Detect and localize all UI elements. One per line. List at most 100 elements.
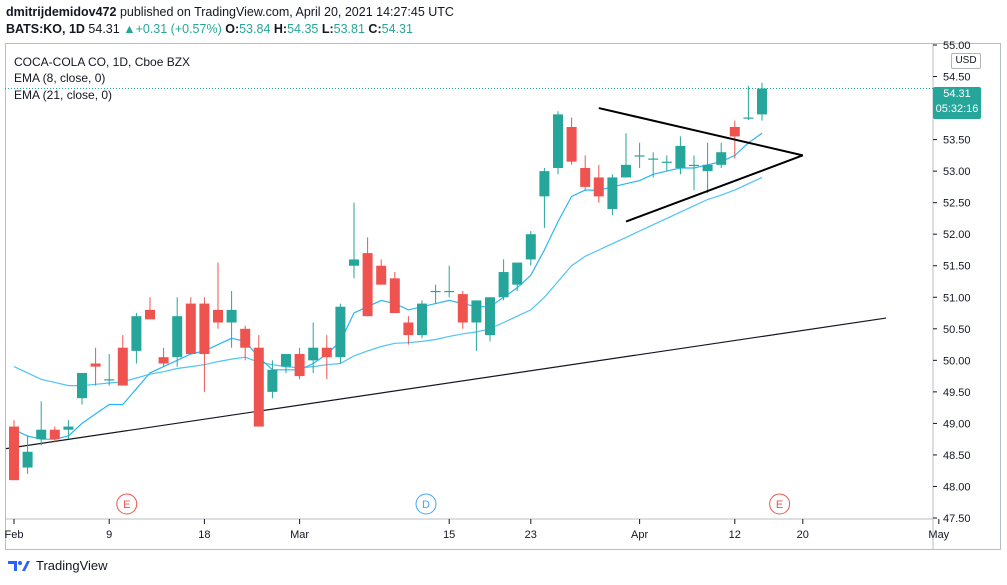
- y-tick-label: 51.00: [943, 292, 971, 304]
- candle-body[interactable]: [77, 372, 87, 399]
- y-tick-label: 48.00: [943, 481, 971, 493]
- candle-body[interactable]: [104, 379, 115, 381]
- triangle-upper-line[interactable]: [598, 107, 804, 157]
- price-tag-countdown: 05:32:16: [935, 103, 979, 115]
- y-tick-label: 52.50: [943, 198, 971, 210]
- candle-body[interactable]: [308, 347, 319, 361]
- x-tick-label: 15: [443, 529, 455, 541]
- event-marker[interactable]: [116, 493, 138, 515]
- y-tick-label: 50.50: [943, 324, 971, 336]
- candle-body[interactable]: [621, 164, 631, 178]
- x-tick-label: 23: [525, 529, 537, 541]
- candle-body[interactable]: [634, 155, 645, 157]
- candle-body[interactable]: [63, 426, 74, 430]
- candle-body[interactable]: [349, 259, 359, 266]
- currency-label[interactable]: USD: [951, 53, 981, 69]
- candle-body[interactable]: [389, 278, 400, 314]
- support-trendline[interactable]: [5, 317, 887, 450]
- candle-body[interactable]: [172, 316, 183, 358]
- candle-body[interactable]: [362, 253, 373, 317]
- candle-body[interactable]: [661, 161, 672, 163]
- chart-frame: [5, 43, 1001, 550]
- candle-body[interactable]: [335, 306, 346, 358]
- candle-body[interactable]: [607, 177, 618, 209]
- candle-body[interactable]: [417, 303, 427, 336]
- candle-body[interactable]: [757, 88, 767, 115]
- low-label: L:: [321, 22, 334, 36]
- x-tick-label: 12: [729, 529, 741, 541]
- legend-ema21[interactable]: EMA (21, close, 0): [14, 88, 113, 102]
- candle-body[interactable]: [566, 126, 577, 162]
- candle-body[interactable]: [553, 114, 563, 168]
- event-marker-label: E: [123, 499, 130, 511]
- candle-body[interactable]: [240, 328, 251, 348]
- candle-body[interactable]: [281, 354, 291, 367]
- x-tick-label: 18: [198, 529, 210, 541]
- candle-body[interactable]: [689, 164, 699, 167]
- candle-body[interactable]: [539, 171, 550, 197]
- candle-body[interactable]: [498, 272, 509, 298]
- candle-body[interactable]: [403, 322, 414, 336]
- candle-body[interactable]: [22, 451, 33, 468]
- candle-body[interactable]: [199, 303, 210, 355]
- ema21-line: [13, 176, 763, 387]
- tradingview-logo[interactable]: TradingView: [8, 558, 108, 573]
- candle-body[interactable]: [213, 309, 223, 323]
- candle-body[interactable]: [117, 347, 128, 386]
- candle-body[interactable]: [729, 126, 740, 137]
- candle-body[interactable]: [743, 117, 754, 119]
- event-marker[interactable]: [415, 493, 437, 515]
- close-value: 54.31: [381, 22, 413, 36]
- candle-body[interactable]: [36, 429, 47, 440]
- up-arrow-icon: ▲: [123, 22, 136, 36]
- y-tick-label: 49.50: [943, 387, 971, 399]
- publisher-user[interactable]: dmitrijdemidov472: [6, 5, 117, 19]
- y-tick-label: 52.00: [943, 229, 971, 241]
- y-tick-label: 49.00: [943, 418, 971, 430]
- candle-body[interactable]: [648, 158, 659, 160]
- candle-body[interactable]: [267, 369, 278, 392]
- candle-body[interactable]: [485, 297, 495, 336]
- candle-body[interactable]: [321, 347, 332, 358]
- open-value: 53.84: [239, 22, 271, 36]
- candle-body[interactable]: [131, 316, 142, 351]
- candle-body[interactable]: [430, 290, 441, 293]
- high-value: 54.35: [287, 22, 319, 36]
- event-marker-label: E: [776, 499, 783, 511]
- candle-body[interactable]: [702, 164, 713, 172]
- triangle-lower-line[interactable]: [625, 154, 804, 223]
- candle-body[interactable]: [512, 262, 523, 285]
- candle-body[interactable]: [593, 177, 604, 197]
- candle-body[interactable]: [525, 234, 536, 260]
- y-tick-label: 50.00: [943, 355, 971, 367]
- candle-body[interactable]: [580, 167, 591, 187]
- candle-body[interactable]: [716, 152, 727, 165]
- candle-body[interactable]: [49, 429, 60, 440]
- candle-body[interactable]: [471, 300, 482, 323]
- candle-body[interactable]: [226, 309, 237, 323]
- candle-body[interactable]: [90, 363, 101, 367]
- y-tick-label: 53.50: [943, 135, 971, 147]
- candle-body[interactable]: [675, 145, 686, 168]
- price-tag-value: 54.31: [943, 88, 971, 100]
- candle-body[interactable]: [9, 426, 19, 481]
- candle-body[interactable]: [457, 294, 468, 323]
- candle-body[interactable]: [158, 357, 169, 364]
- candle-body[interactable]: [444, 290, 455, 293]
- x-tick-label: Mar: [290, 529, 309, 541]
- tradingview-logo-icon: [8, 560, 30, 571]
- candle-body[interactable]: [145, 309, 155, 320]
- published-text: published on TradingView.com, April 20, …: [119, 5, 454, 19]
- x-tick-label: Feb: [5, 529, 24, 541]
- candle-body[interactable]: [376, 265, 387, 285]
- legend-ema8[interactable]: EMA (8, close, 0): [14, 71, 106, 85]
- y-tick-label: 53.00: [943, 166, 971, 178]
- open-label: O:: [225, 22, 240, 36]
- change-value: +0.31 (+0.57%): [135, 22, 222, 36]
- event-marker[interactable]: [769, 493, 791, 515]
- candle-body[interactable]: [185, 303, 196, 355]
- candle-body[interactable]: [253, 347, 264, 427]
- candle-body[interactable]: [294, 354, 305, 377]
- legend-title: COCA-COLA CO, 1D, Cboe BZX: [14, 55, 191, 69]
